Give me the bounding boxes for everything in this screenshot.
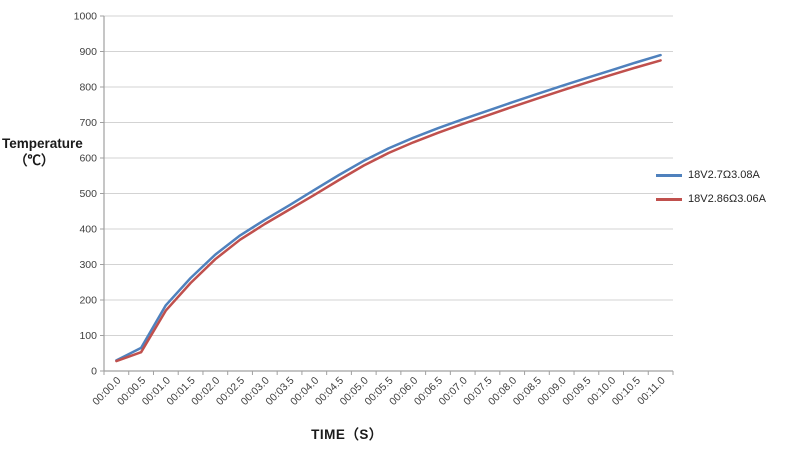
y-tick-label: 100 (79, 330, 97, 342)
x-tick-label: 00:11.0 (635, 375, 668, 408)
y-tick-label: 600 (79, 153, 97, 165)
y-tick-label: 1000 (74, 11, 98, 23)
y-tick-label: 300 (79, 259, 97, 271)
series-line-2 (115, 59, 662, 363)
y-tick-label: 200 (79, 295, 97, 307)
series2-line-swatch (656, 197, 682, 201)
y-tick-label: 500 (79, 188, 97, 200)
y-tick-label: 800 (79, 82, 97, 94)
y-tick-label: 0 (91, 366, 97, 378)
legend: 18V2.7Ω3.08A 18V2.86Ω3.06A (656, 163, 766, 211)
y-tick-label: 900 (79, 46, 97, 58)
y-axis-title-line1: Temperature (2, 136, 83, 151)
legend-label-series1: 18V2.7Ω3.08A (688, 169, 760, 181)
legend-item-series1: 18V2.7Ω3.08A (656, 163, 766, 187)
legend-label-series2: 18V2.86Ω3.06A (688, 193, 766, 205)
series1-line-swatch (656, 173, 682, 177)
y-tick-label: 400 (79, 224, 97, 236)
x-axis-title: TIME（S） (311, 427, 383, 442)
legend-item-series2: 18V2.86Ω3.06A (656, 187, 766, 211)
y-tick-label: 700 (79, 117, 97, 129)
y-axis-title-line2: （℃） (14, 153, 55, 168)
y-axis-title: Temperature （℃） (2, 135, 83, 169)
series-line-1 (115, 53, 662, 362)
